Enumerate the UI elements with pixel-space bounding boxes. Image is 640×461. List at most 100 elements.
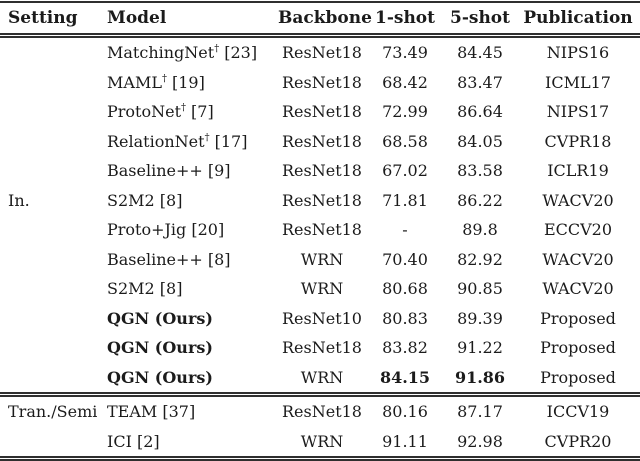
cell-publication: WACV20 — [542, 190, 614, 210]
cell-1shot: 73.49 — [382, 43, 428, 63]
column-header-publication: Publication — [516, 1, 640, 38]
model-citation: [37] — [157, 402, 196, 422]
cell-setting — [0, 68, 107, 98]
cell-backbone: ResNet18 — [282, 161, 362, 181]
model-name: TEAM — [107, 402, 158, 422]
dagger-superscript: † — [161, 73, 167, 85]
table-row: Baseline++ [9] ResNet18 67.02 83.58 ICLR19 — [0, 156, 640, 186]
table-row: Tran./Semi TEAM [37] ResNet18 80.16 87.17 ICC… — [0, 395, 640, 427]
model-name: Baseline++ — [107, 161, 203, 181]
cell-model: QGN (Ours) — [107, 362, 278, 397]
cell-model: ICI [2] — [107, 426, 278, 461]
model-citation: [7] — [185, 102, 214, 122]
table-row: ProtoNet† [7] ResNet18 72.99 86.64 NIPS17 — [0, 97, 640, 127]
setting-label: In. — [8, 190, 30, 210]
model-name: ICI — [107, 431, 132, 451]
model-name: ProtoNet — [107, 102, 182, 122]
cell-5shot: 87.17 — [457, 402, 503, 422]
cell-backbone: WRN — [300, 249, 344, 269]
cell-publication: ICLR19 — [547, 161, 609, 181]
cell-backbone: ResNet18 — [282, 43, 362, 63]
cell-setting — [0, 215, 107, 245]
cell-model: QGN (Ours) — [107, 333, 278, 363]
cell-setting — [0, 156, 107, 186]
cell-5shot: 86.64 — [457, 102, 503, 122]
model-name: RelationNet — [107, 131, 205, 151]
cell-5shot: 82.92 — [457, 249, 503, 269]
cell-1shot: - — [402, 220, 408, 240]
cell-setting — [0, 333, 107, 363]
cell-1shot: 80.16 — [382, 402, 428, 422]
setting-label: Tran./Semi — [8, 402, 98, 422]
table-row: QGN (Ours) WRN 84.15 91.86 Proposed — [0, 362, 640, 397]
table-row: QGN (Ours) ResNet10 80.83 89.39 Proposed — [0, 304, 640, 334]
model-name: QGN (Ours) — [107, 338, 213, 358]
cell-model: TEAM [37] — [107, 395, 278, 427]
cell-setting — [0, 97, 107, 127]
cell-model: ProtoNet† [7] — [107, 97, 278, 127]
cell-5shot: 83.58 — [457, 161, 503, 181]
column-header-5shot: 5-shot — [444, 1, 516, 38]
cell-setting — [0, 274, 107, 304]
model-name: QGN (Ours) — [107, 308, 213, 328]
cell-publication: Proposed — [540, 338, 616, 358]
cell-model: Baseline++ [9] — [107, 156, 278, 186]
dagger-superscript: † — [214, 43, 220, 55]
cell-publication: NIPS17 — [546, 102, 610, 122]
model-name: MatchingNet — [107, 43, 215, 63]
cell-setting — [0, 362, 107, 397]
cell-setting — [0, 304, 107, 334]
cell-1shot: 83.82 — [382, 338, 428, 358]
cell-1shot: 71.81 — [382, 190, 428, 210]
cell-model: S2M2 [8] — [107, 274, 278, 304]
cell-5shot: 92.98 — [444, 426, 516, 461]
cell-1shot: 67.02 — [382, 161, 428, 181]
model-citation: [20] — [186, 220, 225, 240]
cell-publication: Proposed — [540, 308, 616, 328]
table-section-1: Tran./Semi TEAM [37] ResNet18 80.16 87.17 ICC… — [0, 395, 640, 461]
cell-model: MatchingNet† [23] — [107, 36, 278, 68]
cell-backbone: ResNet18 — [282, 72, 362, 92]
cell-backbone: WRN — [300, 279, 344, 299]
table-row: RelationNet† [17] ResNet18 68.58 84.05 CVPR1… — [0, 127, 640, 157]
model-citation: [19] — [166, 72, 205, 92]
cell-backbone: WRN — [278, 362, 366, 397]
cell-backbone: ResNet18 — [282, 102, 362, 122]
cell-publication: WACV20 — [542, 249, 614, 269]
cell-publication: CVPR18 — [544, 131, 612, 151]
cell-publication: Proposed — [516, 362, 640, 397]
column-header-setting: Setting — [0, 1, 107, 38]
table-row: MAML† [19] ResNet18 68.42 83.47 ICML17 — [0, 68, 640, 98]
table-row: MatchingNet† [23] ResNet18 73.49 84.45 NIPS1… — [0, 36, 640, 68]
cell-5shot: 91.86 — [444, 362, 516, 397]
table-row: QGN (Ours) ResNet18 83.82 91.22 Proposed — [0, 333, 640, 363]
cell-5shot: 89.39 — [457, 308, 503, 328]
cell-1shot: 70.40 — [382, 249, 428, 269]
table-row: In. S2M2 [8] ResNet18 71.81 86.22 WACV20 — [0, 186, 640, 216]
table-row: Baseline++ [8] WRN 70.40 82.92 WACV20 — [0, 245, 640, 275]
model-name: Proto+Jig — [107, 220, 187, 240]
model-name: QGN (Ours) — [107, 367, 213, 387]
cell-1shot: 84.15 — [366, 362, 444, 397]
cell-1shot: 68.42 — [382, 72, 428, 92]
cell-model: MAML† [19] — [107, 68, 278, 98]
cell-model: Baseline++ [8] — [107, 245, 278, 275]
cell-5shot: 90.85 — [457, 279, 503, 299]
cell-backbone: ResNet18 — [282, 402, 362, 422]
cell-backbone: ResNet18 — [282, 220, 362, 240]
cell-publication: NIPS16 — [546, 43, 610, 63]
cell-publication: WACV20 — [542, 279, 614, 299]
model-citation: [8] — [154, 190, 183, 210]
cell-model: RelationNet† [17] — [107, 127, 278, 157]
model-name: S2M2 — [107, 279, 155, 299]
cell-5shot: 91.22 — [457, 338, 503, 358]
model-name: MAML — [107, 72, 162, 92]
cell-publication: ECCV20 — [543, 220, 613, 240]
cell-backbone: WRN — [278, 426, 366, 461]
cell-setting — [0, 426, 107, 461]
model-name: S2M2 — [107, 190, 155, 210]
cell-setting — [0, 127, 107, 157]
header-row: Setting Model Backbone 1-shot 5-shot Pub… — [0, 1, 640, 38]
model-citation: [17] — [209, 131, 248, 151]
